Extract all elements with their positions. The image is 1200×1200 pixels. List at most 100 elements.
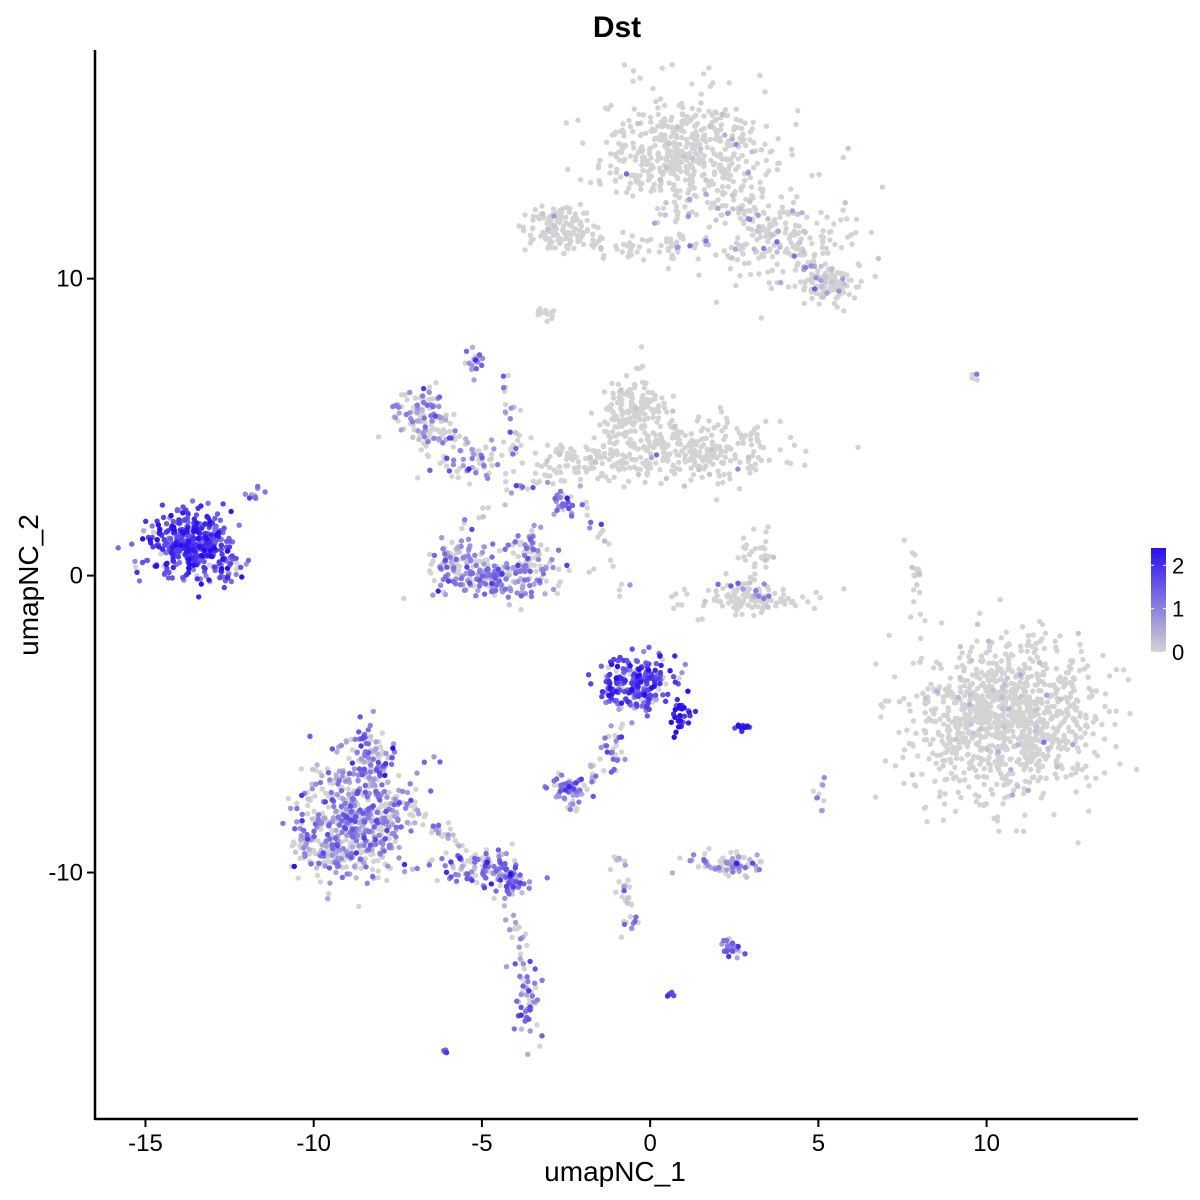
cell-point — [1068, 772, 1074, 778]
cell-point — [788, 186, 794, 192]
cell-point — [597, 422, 603, 428]
cell-point — [340, 796, 346, 802]
cell-point — [529, 527, 535, 534]
cell-point — [1077, 641, 1083, 648]
cell-point — [840, 154, 846, 161]
cell-point — [326, 865, 333, 871]
cell-point — [236, 522, 242, 528]
cell-point — [630, 68, 637, 74]
cell-point — [731, 151, 737, 157]
cell-point — [743, 142, 749, 149]
cell-point — [980, 658, 986, 664]
cell-point — [873, 794, 879, 800]
cell-point — [572, 211, 579, 217]
cell-point — [646, 644, 652, 650]
cell-point — [700, 442, 706, 448]
cell-point — [515, 923, 521, 930]
cell-point — [928, 681, 934, 687]
cell-point — [1083, 712, 1089, 718]
cell-point — [546, 214, 553, 220]
cell-point — [967, 692, 973, 698]
cell-point — [1022, 812, 1028, 818]
cell-point — [757, 234, 764, 240]
cell-point — [505, 372, 511, 379]
cell-point — [563, 120, 569, 126]
cell-point — [648, 188, 654, 195]
cell-point — [1090, 719, 1096, 725]
cell-point — [140, 528, 147, 534]
cell-point — [682, 661, 688, 668]
cell-point — [503, 470, 509, 477]
cell-point — [708, 432, 715, 438]
cell-point — [1006, 665, 1012, 672]
cell-point — [524, 974, 530, 980]
cell-point — [383, 801, 389, 807]
cell-point — [595, 534, 601, 540]
cell-point — [1031, 649, 1037, 656]
cell-point — [1002, 761, 1009, 768]
cell-point — [285, 795, 291, 802]
cell-point — [822, 273, 829, 280]
cell-point — [1113, 708, 1120, 714]
cell-point — [338, 856, 344, 862]
cell-point — [618, 401, 624, 407]
cell-point — [975, 742, 982, 748]
cell-point — [777, 244, 783, 250]
cell-point — [720, 479, 726, 486]
cell-point — [766, 457, 772, 463]
cell-point — [833, 295, 839, 301]
cell-point — [777, 447, 783, 453]
cell-point — [1025, 787, 1031, 794]
cell-point — [479, 362, 485, 369]
cell-point — [703, 191, 709, 197]
cell-point — [391, 802, 397, 808]
cell-point — [690, 852, 697, 858]
cell-point — [913, 730, 919, 737]
cell-point — [129, 541, 135, 547]
cell-point — [325, 896, 331, 902]
cell-point — [653, 437, 659, 444]
cell-point — [711, 162, 717, 168]
cell-point — [1023, 679, 1029, 686]
cell-point — [630, 140, 636, 146]
cell-point — [597, 234, 604, 240]
cell-point — [579, 502, 585, 508]
cell-point — [713, 497, 720, 503]
cell-point — [1017, 672, 1024, 678]
cell-point — [1035, 712, 1041, 718]
cell-point — [462, 360, 468, 366]
cell-point — [710, 181, 717, 187]
cell-point — [726, 80, 732, 86]
cell-point — [974, 710, 980, 716]
cell-point — [398, 427, 404, 433]
cell-point — [604, 421, 611, 427]
cell-point — [512, 919, 519, 926]
cell-point — [674, 124, 680, 130]
cell-point — [1073, 707, 1079, 713]
cell-point — [537, 1043, 543, 1049]
cell-point — [762, 89, 768, 95]
cell-point — [718, 155, 724, 161]
cell-point — [806, 277, 812, 283]
cell-point — [527, 1028, 533, 1034]
cell-point — [414, 402, 421, 408]
cell-point — [627, 153, 634, 159]
cell-point — [936, 766, 943, 772]
cell-point — [333, 827, 339, 834]
cell-point — [543, 578, 549, 584]
cell-point — [946, 733, 952, 739]
cell-point — [324, 859, 330, 865]
cell-point — [626, 392, 632, 399]
cell-point — [999, 758, 1005, 764]
cell-point — [523, 545, 530, 551]
cell-point — [789, 208, 796, 214]
cell-point — [763, 564, 769, 570]
cell-point — [952, 715, 959, 722]
cell-point — [479, 549, 486, 556]
cell-point — [314, 872, 321, 879]
cell-point — [433, 380, 439, 386]
cell-point — [991, 719, 998, 726]
cell-point — [550, 206, 557, 212]
cell-point — [691, 142, 697, 148]
cell-point — [338, 742, 344, 749]
